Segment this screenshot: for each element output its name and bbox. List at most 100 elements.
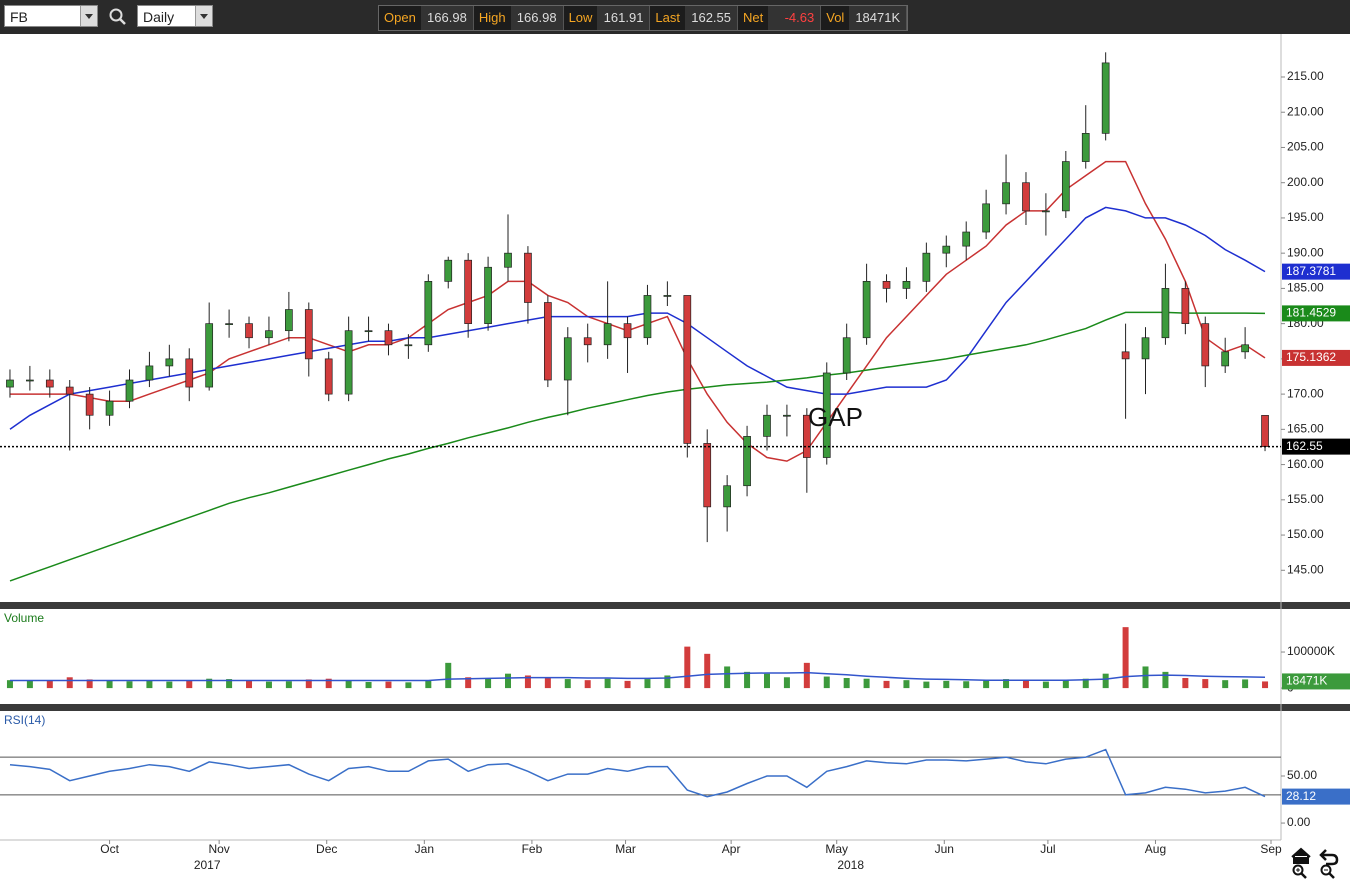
field-label: High [478, 10, 506, 25]
candle-body [285, 309, 293, 332]
ma-value-tag-bg [1282, 263, 1350, 280]
volume-bar [1082, 678, 1089, 689]
candle-body [1121, 351, 1130, 360]
zoom-out-icon[interactable] [1320, 864, 1335, 879]
candle-body [265, 330, 273, 339]
y-tick-label: 215.00 [1287, 69, 1324, 83]
symbol-input[interactable]: FB [4, 5, 98, 27]
y-tick-label: 195.00 [1287, 210, 1324, 224]
x-tick-label: Mar [615, 842, 636, 856]
y-tick-label: 155.00 [1287, 492, 1324, 506]
dropdown[interactable] [80, 6, 97, 26]
moving-average [10, 160, 1266, 462]
volume-bar [166, 681, 173, 689]
field-label: Open [384, 10, 416, 25]
undo-icon[interactable] [1319, 849, 1339, 866]
y-tick-label: 100000K [1287, 644, 1335, 658]
panel-title: RSI(14) [4, 713, 45, 727]
y-tick-label: 160.00 [1287, 457, 1324, 471]
candle-body [6, 379, 14, 388]
candle-body [45, 379, 54, 388]
candle-body [1002, 182, 1010, 205]
volume-bar [1042, 681, 1049, 689]
x-tick-label: Jan [415, 842, 434, 856]
candle-body [364, 330, 373, 333]
field-value: 166.98 [420, 6, 473, 30]
volume-bar [983, 680, 990, 689]
zoom-in-icon[interactable] [1292, 864, 1307, 879]
y-tick-label: 145.00 [1287, 562, 1324, 576]
volume-bar [544, 677, 551, 689]
candle-body [623, 323, 632, 339]
candle-body [205, 323, 214, 388]
volume-bar [246, 680, 253, 689]
quote-field: Vol 18471K [821, 6, 908, 30]
volume-bar [46, 680, 53, 689]
x-tick-label: Nov [208, 842, 229, 856]
y-tick-label: 0.00 [1287, 815, 1311, 829]
volume-bar [684, 646, 691, 689]
y-tick-label: 190.00 [1287, 245, 1324, 259]
candle-body [1241, 344, 1249, 353]
rsi-tag-bg [1282, 788, 1350, 805]
candle-body [802, 414, 811, 458]
ma-value-tag-bg [1282, 349, 1350, 366]
dropdown[interactable] [195, 6, 212, 26]
candle-body [663, 295, 672, 297]
moving-average [9, 311, 1266, 582]
toolbar: FB Daily Open 166.98 High 166.98 Low 161.91 La… [0, 0, 1350, 34]
x-tick-label: Oct [100, 842, 119, 856]
year-label: 2018 [837, 858, 864, 872]
candle-body [1141, 337, 1150, 360]
volume-bar [505, 673, 512, 689]
year-label: 2017 [194, 858, 221, 872]
panel-separator [0, 704, 1350, 711]
volume-bar [1003, 679, 1010, 689]
ma-value-tag-bg [1282, 305, 1350, 322]
annotation: GAP [808, 402, 863, 432]
x-tick-label: Aug [1145, 842, 1166, 856]
interval: Daily [143, 9, 175, 25]
volume-bar [146, 680, 153, 689]
y-tick-label: 200.00 [1287, 175, 1324, 189]
candle-body [603, 323, 612, 346]
quote-field: High 166.98 [474, 6, 564, 30]
volume-bar [445, 662, 452, 689]
candle-body [683, 295, 692, 444]
volume-bar [345, 680, 352, 689]
volume-bar [883, 680, 890, 689]
volume-bar [1182, 678, 1189, 689]
candle-body [703, 443, 712, 508]
volume-tag: 18471K [1286, 674, 1327, 688]
candle-body [344, 330, 353, 395]
y-tick-label: 185.00 [1287, 281, 1324, 295]
home-icon[interactable] [1291, 847, 1311, 864]
volume-bar [1202, 679, 1209, 689]
candle-body [783, 414, 791, 417]
volume-bar [744, 671, 751, 689]
volume-bar [943, 680, 950, 689]
volume-bar [325, 678, 332, 689]
volume-bar [923, 681, 930, 689]
interval-select[interactable]: Daily [137, 5, 213, 27]
candle-body [384, 330, 393, 346]
volume-bar [385, 681, 392, 689]
y-tick-label: 165.00 [1287, 422, 1324, 436]
field-value: 161.91 [597, 6, 650, 30]
search-icon[interactable] [108, 7, 128, 27]
volume-bar [604, 678, 611, 689]
field-value: -4.63 [768, 6, 821, 30]
volume-bar [903, 680, 910, 689]
quote-fields: Open 166.98 High 166.98 Low 161.91 Last 162.55 N… [378, 5, 909, 31]
candle-body [484, 266, 492, 324]
field-value: 18471K [849, 6, 907, 30]
volume-bar [1262, 681, 1269, 689]
field-value: 166.98 [510, 6, 563, 30]
candle-body [26, 379, 34, 382]
volume-bar [724, 666, 731, 689]
candle-body [822, 372, 831, 458]
volume-bar [305, 679, 312, 689]
candle-body [245, 323, 253, 339]
x-tick-label: May [825, 842, 848, 856]
